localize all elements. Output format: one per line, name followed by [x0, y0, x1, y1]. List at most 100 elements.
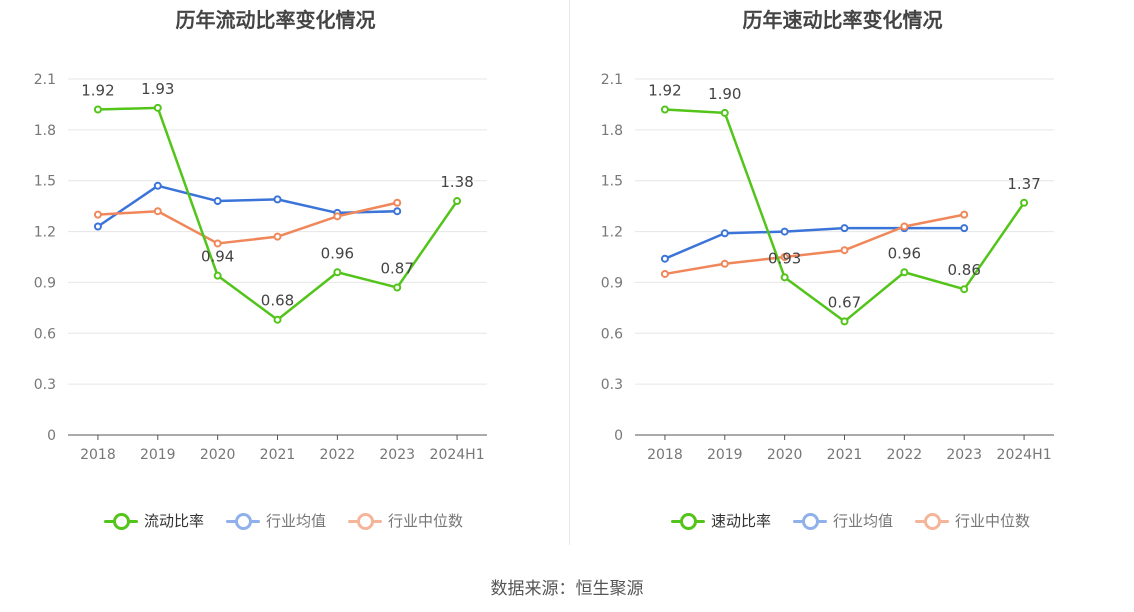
chart-panel-quick-ratio: 历年速动比率变化情况 0 0.3 0.6 0.9 1.2 1.5 1.8 2.1 2018 201…	[567, 0, 1134, 545]
data-point	[393, 283, 402, 292]
x-tick-label: 2022	[887, 447, 923, 463]
y-tick-label: 0.9	[601, 275, 623, 291]
data-label: 0.67	[828, 293, 861, 311]
data-point	[453, 197, 462, 206]
data-point	[213, 197, 222, 206]
legend-item[interactable]: 行业中位数	[348, 510, 463, 531]
y-tick-label: 2.1	[34, 72, 56, 88]
data-point	[273, 232, 282, 241]
data-point	[93, 222, 102, 231]
series-line	[97, 106, 459, 321]
data-point	[660, 269, 669, 278]
legend-label: 行业中位数	[388, 512, 464, 530]
data-point	[333, 268, 342, 277]
y-tick-label: 0	[47, 428, 56, 444]
data-point	[93, 105, 102, 114]
data-point	[153, 207, 162, 216]
legend-marker-icon	[348, 512, 382, 530]
chart-legend: 流动比率 行业均值 行业中位数	[0, 510, 567, 531]
y-tick-label: 1.2	[34, 225, 56, 241]
chart-panel-current-ratio: 历年流动比率变化情况 0 0.3 0.6 0.9 1.2 1.5 1.8 2.1 2018 201…	[0, 0, 567, 545]
data-label: 0.86	[948, 261, 981, 279]
legend-item[interactable]: 流动比率	[103, 510, 204, 531]
data-point	[660, 254, 669, 263]
legend-marker-icon	[670, 512, 705, 530]
data-point	[900, 222, 909, 231]
y-tick-label: 0.6	[34, 326, 56, 342]
series-line	[664, 108, 1026, 323]
series-line	[97, 201, 398, 245]
x-tick-label: 2019	[707, 447, 743, 463]
data-point	[213, 271, 222, 280]
legend-marker-icon	[792, 512, 827, 530]
current-ratio-chart: 0 0.3 0.6 0.9 1.2 1.5 1.8 2.1 2018 2019 2020 2021 20…	[34, 72, 487, 463]
series-line	[664, 213, 965, 276]
data-point	[393, 207, 402, 216]
data-point	[273, 315, 282, 324]
data-label: 0.94	[201, 248, 234, 266]
legend-label: 流动比率	[143, 512, 204, 530]
data-source-note: 数据来源：恒生聚源	[490, 579, 644, 599]
data-point	[333, 212, 342, 221]
data-label: 1.92	[81, 82, 114, 100]
legend-item[interactable]: 行业均值	[225, 510, 326, 531]
data-point	[900, 268, 909, 277]
data-point	[660, 105, 669, 114]
data-point	[153, 103, 162, 112]
x-tick-label: 2021	[260, 447, 296, 463]
y-tick-label: 1.5	[34, 174, 56, 190]
data-point	[213, 239, 222, 248]
legend-marker-icon	[225, 512, 260, 530]
legend-item[interactable]: 行业中位数	[915, 510, 1030, 531]
legend-label: 行业均值	[832, 512, 893, 530]
x-tick-label: 2024H1	[997, 447, 1052, 463]
data-point	[840, 224, 849, 233]
data-label: 1.92	[648, 82, 681, 100]
data-label: 1.93	[141, 80, 174, 98]
y-tick-label: 1.8	[601, 123, 623, 139]
series-line	[664, 226, 965, 260]
data-label: 0.87	[381, 260, 414, 278]
data-label: 1.90	[708, 85, 741, 103]
x-tick-label: 2024H1	[430, 447, 485, 463]
x-tick-label: 2018	[647, 447, 683, 463]
quick-ratio-chart: 0 0.3 0.6 0.9 1.2 1.5 1.8 2.1 2018 2019 2020 2021 20…	[601, 72, 1054, 463]
data-point	[720, 259, 729, 268]
data-point	[840, 317, 849, 326]
y-tick-label: 1.8	[34, 123, 56, 139]
chart-title: 历年速动比率变化情况	[742, 8, 943, 32]
data-label: 0.96	[888, 244, 921, 262]
legend-label: 速动比率	[710, 512, 771, 530]
chart-legend: 速动比率 行业均值 行业中位数	[567, 510, 1134, 531]
data-point	[393, 198, 402, 207]
data-point	[780, 227, 789, 236]
x-tick-label: 2020	[200, 447, 236, 463]
y-tick-label: 0.6	[601, 326, 623, 342]
y-tick-label: 0	[614, 428, 623, 444]
data-point	[93, 210, 102, 219]
legend-label: 行业均值	[265, 512, 326, 530]
panel-divider	[569, 0, 570, 545]
x-tick-label: 2020	[767, 447, 803, 463]
y-tick-label: 2.1	[601, 72, 623, 88]
data-point	[960, 285, 969, 294]
data-point	[960, 224, 969, 233]
data-point	[720, 108, 729, 117]
x-tick-label: 2018	[80, 447, 116, 463]
data-point	[780, 253, 789, 261]
legend-item[interactable]: 速动比率	[670, 510, 771, 531]
y-tick-label: 1.5	[601, 174, 623, 190]
data-point	[1020, 198, 1029, 207]
data-point	[960, 210, 969, 219]
legend-item[interactable]: 行业均值	[792, 510, 893, 531]
x-tick-label: 2019	[140, 447, 176, 463]
legend-label: 行业中位数	[955, 512, 1031, 530]
data-label: 1.38	[440, 173, 473, 191]
data-label: 0.93	[768, 249, 801, 267]
data-point	[153, 181, 162, 190]
data-label: 0.96	[321, 244, 354, 262]
data-label: 1.37	[1007, 175, 1040, 193]
series-line	[97, 184, 398, 228]
chart-title: 历年流动比率变化情况	[175, 8, 376, 32]
y-tick-label: 0.3	[34, 377, 56, 393]
